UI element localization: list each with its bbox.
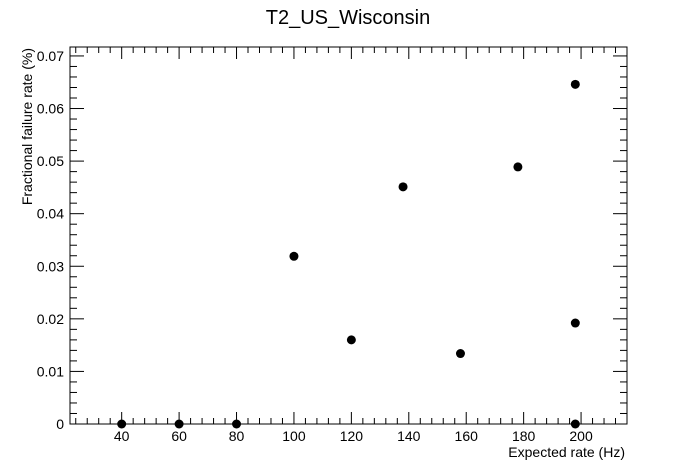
y-axis: 0 0.01 0.02 0.03 0.04 0.05 0.06 0.07 — [37, 48, 627, 432]
data-point — [289, 251, 299, 261]
x-tick-label: 120 — [340, 428, 364, 444]
chart-title: T2_US_Wisconsin — [266, 7, 431, 29]
y-tick-label: 0.01 — [37, 363, 64, 379]
data-point — [513, 162, 523, 172]
x-tick-label: 100 — [282, 428, 306, 444]
x-tick-label: 200 — [569, 428, 593, 444]
data-point — [570, 318, 580, 328]
data-point — [346, 335, 356, 345]
y-axis-label: Fractional failure rate (%) — [19, 48, 35, 205]
data-point — [174, 419, 184, 429]
y-tick-label: 0.07 — [37, 48, 64, 64]
x-axis: 40 60 80 100 120 140 160 180 200 — [75, 47, 628, 444]
x-tick-label: 160 — [455, 428, 479, 444]
data-point — [455, 349, 465, 359]
data-points — [117, 79, 580, 429]
y-tick-label: 0.03 — [37, 258, 64, 274]
data-point — [570, 419, 580, 429]
plot-frame — [69, 46, 628, 425]
x-tick-label: 40 — [114, 428, 130, 444]
x-axis-label: Expected rate (Hz) — [508, 444, 625, 460]
x-tick-label: 140 — [397, 428, 421, 444]
y-tick-label: 0.02 — [37, 311, 64, 327]
y-tick-label: 0 — [56, 416, 64, 432]
data-point — [117, 419, 127, 429]
x-tick-label: 180 — [512, 428, 536, 444]
data-point — [232, 419, 242, 429]
y-tick-label: 0.06 — [37, 101, 64, 117]
data-point — [570, 79, 580, 89]
y-tick-label: 0.04 — [37, 206, 64, 222]
y-tick-label: 0.05 — [37, 153, 64, 169]
x-tick-label: 60 — [171, 428, 187, 444]
x-tick-label: 80 — [229, 428, 245, 444]
data-point — [398, 182, 408, 192]
